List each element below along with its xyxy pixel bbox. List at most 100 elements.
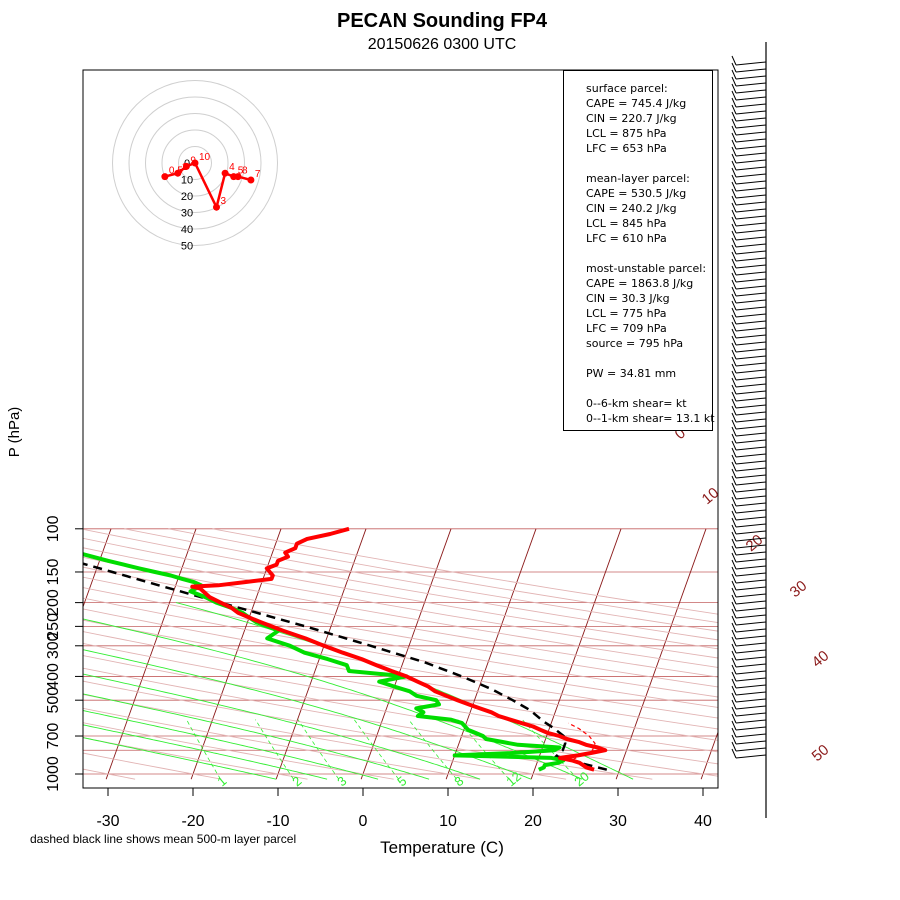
y-tick-label: 250 xyxy=(45,613,62,640)
wind-barb xyxy=(735,670,767,675)
isotherm-line xyxy=(615,528,707,780)
wind-barb xyxy=(735,719,767,724)
wind-barb xyxy=(735,75,767,80)
y-tick-label: 150 xyxy=(45,559,62,586)
moist-adiabat xyxy=(83,649,532,780)
wind-barb-feather xyxy=(731,230,737,241)
wind-barb xyxy=(735,677,767,682)
hodograph-point xyxy=(182,162,190,170)
x-tick-label: 30 xyxy=(609,813,627,830)
wind-barb xyxy=(735,208,767,213)
wind-barb-feather xyxy=(731,90,737,101)
x-axis-label: Temperature (C) xyxy=(380,838,504,857)
wind-barb-feather xyxy=(731,55,737,66)
mixing-ratio-line xyxy=(457,719,510,780)
wind-barb-feather xyxy=(731,503,737,514)
wind-barb xyxy=(735,453,767,458)
parcel-note: dashed black line shows mean 500-m layer… xyxy=(30,832,297,846)
wind-barb-feather xyxy=(731,293,737,304)
wind-barb xyxy=(735,621,767,626)
wind-barb xyxy=(735,187,767,192)
dry-adiabat xyxy=(83,556,718,668)
x-tick-label: -30 xyxy=(96,813,119,830)
moist-adiabat xyxy=(83,673,481,780)
wind-barb-feather xyxy=(731,741,737,752)
wind-barb-feather xyxy=(731,678,737,689)
wind-barb-feather xyxy=(731,419,737,430)
info-line: 0--6-km shear= kt xyxy=(586,397,687,410)
isotherm-line xyxy=(83,528,112,609)
wind-barb xyxy=(735,467,767,472)
wind-barb-feather xyxy=(731,496,737,507)
isotherm-line xyxy=(786,529,876,779)
wind-barb-feather xyxy=(731,62,737,73)
wind-barb xyxy=(735,656,767,661)
wind-barb xyxy=(735,376,767,381)
wind-barb xyxy=(735,642,767,647)
wind-barb xyxy=(735,348,767,353)
wind-barb-feather xyxy=(731,433,737,444)
info-line: LFC = 653 hPa xyxy=(586,142,667,155)
wind-barb-feather xyxy=(731,104,737,115)
wind-barb xyxy=(735,404,767,409)
wind-barb-feather xyxy=(731,552,737,563)
x-tick-label: -20 xyxy=(181,813,204,830)
wind-barb xyxy=(735,131,767,136)
hodograph-point xyxy=(213,203,220,211)
dry-adiabat xyxy=(83,768,136,780)
wind-barb-feather xyxy=(731,482,737,493)
info-line: LFC = 709 hPa xyxy=(586,322,667,335)
hodograph-point-label: 10 xyxy=(199,152,211,163)
wind-barb xyxy=(735,222,767,227)
wind-barb xyxy=(735,215,767,220)
wind-barb xyxy=(735,432,767,437)
wind-barb-feather xyxy=(731,76,737,87)
wind-barb xyxy=(735,663,767,668)
wind-barb-feather xyxy=(731,601,737,612)
wind-barb xyxy=(735,313,767,318)
wind-barb xyxy=(735,327,767,332)
wind-barb xyxy=(735,89,767,94)
wind-barb-feather xyxy=(731,524,737,535)
info-line: PW = 34.81 mm xyxy=(586,367,677,380)
background-grid: 1 2 3 5 8 12 20 xyxy=(0,528,876,788)
wind-barb-feather xyxy=(731,664,737,675)
wind-barb-feather xyxy=(731,160,737,171)
info-line: most-unstable parcel: xyxy=(586,262,707,275)
wind-barb xyxy=(735,320,767,325)
wind-barb-feather xyxy=(731,391,737,402)
y-tick-label: 1000 xyxy=(45,756,62,792)
hodograph-ring-label: 30 xyxy=(181,208,193,220)
wind-barb-feather xyxy=(731,405,737,416)
wind-barb-feather xyxy=(731,580,737,591)
mixing-ratio-line xyxy=(353,719,400,780)
dry-adiabat xyxy=(83,722,394,780)
wind-barb-feather xyxy=(731,587,737,598)
wind-barb xyxy=(735,551,767,556)
info-spacer xyxy=(586,156,712,171)
wind-barb xyxy=(735,446,767,451)
mixing-ratio-line xyxy=(522,719,579,780)
wind-barb-feather xyxy=(731,132,737,143)
wind-barb xyxy=(735,481,767,486)
wind-barb xyxy=(735,355,767,360)
wind-barb-feather xyxy=(731,713,737,724)
wind-barb xyxy=(735,229,767,234)
wind-barb xyxy=(735,250,767,255)
wind-barb xyxy=(735,593,767,598)
dry-adiabat xyxy=(83,597,718,708)
wind-barb-feather xyxy=(731,370,737,381)
wind-barb-feather xyxy=(731,636,737,647)
dry-adiabat xyxy=(83,608,718,719)
isotherm-line xyxy=(0,529,26,779)
wind-barb-feather xyxy=(731,706,737,717)
moist-adiabat xyxy=(83,693,430,780)
wind-barb xyxy=(735,572,767,577)
wind-barb-feather xyxy=(731,573,737,584)
wind-barb xyxy=(735,194,767,199)
info-line: CIN = 30.3 J/kg xyxy=(586,292,670,305)
wind-barb-feather xyxy=(731,608,737,619)
moist-adiabat xyxy=(83,737,277,780)
wind-barb-feather xyxy=(731,363,737,374)
wind-barb-feather xyxy=(731,384,737,395)
